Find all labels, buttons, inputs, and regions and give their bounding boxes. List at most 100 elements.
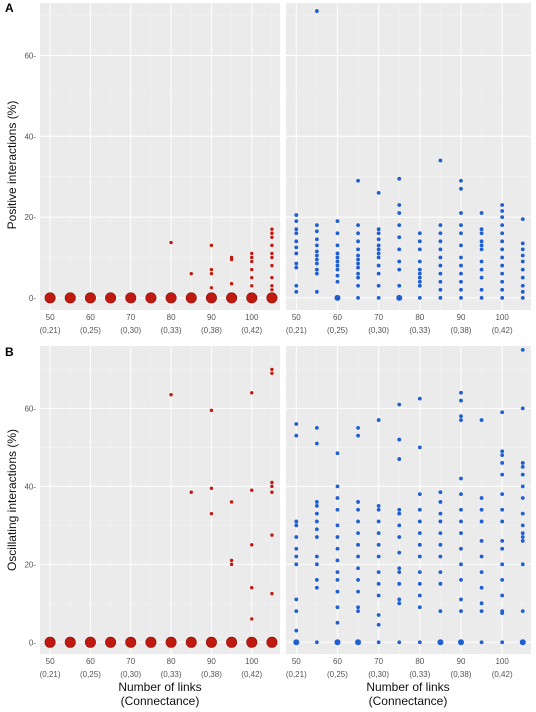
data-point bbox=[397, 507, 402, 512]
x-tick-label: 100 bbox=[245, 313, 259, 322]
data-point bbox=[376, 554, 381, 559]
data-point bbox=[356, 531, 360, 536]
data-point bbox=[335, 255, 340, 260]
data-point bbox=[314, 267, 319, 272]
data-point bbox=[376, 622, 381, 627]
data-point bbox=[397, 283, 402, 288]
data-point bbox=[376, 503, 381, 508]
data-point bbox=[417, 396, 422, 401]
data-point bbox=[314, 562, 319, 567]
data-point bbox=[314, 271, 319, 276]
data-point bbox=[459, 562, 463, 567]
data-point bbox=[250, 617, 254, 621]
data-point bbox=[438, 279, 443, 284]
data-point bbox=[397, 457, 402, 461]
data-point bbox=[335, 578, 340, 582]
data-point bbox=[185, 636, 197, 648]
data-point bbox=[270, 533, 274, 537]
data-point bbox=[376, 295, 381, 300]
data-point bbox=[270, 251, 274, 256]
data-point bbox=[270, 591, 274, 596]
data-point bbox=[314, 257, 319, 262]
data-point bbox=[397, 259, 402, 264]
data-point bbox=[500, 578, 505, 582]
data-point bbox=[397, 437, 402, 442]
connectance-tick-label: (0,25) bbox=[327, 326, 348, 335]
data-point bbox=[356, 519, 360, 524]
data-point bbox=[417, 605, 422, 610]
data-point bbox=[314, 511, 319, 516]
data-point bbox=[335, 279, 340, 284]
data-point bbox=[314, 243, 319, 248]
panel-b-left-points bbox=[44, 367, 278, 648]
data-point bbox=[314, 500, 319, 504]
data-point bbox=[417, 231, 422, 236]
x-tick-label: 90 bbox=[457, 313, 466, 322]
connectance-tick-label: (0,38) bbox=[451, 326, 472, 335]
data-point bbox=[479, 211, 484, 215]
data-point bbox=[356, 605, 360, 610]
data-point bbox=[520, 406, 525, 411]
data-point bbox=[459, 295, 463, 300]
x-axis-label-left-line1: Number of links bbox=[118, 680, 201, 694]
data-point bbox=[417, 640, 422, 645]
connectance-tick-label: (0,38) bbox=[201, 670, 222, 679]
y-tick-label: 40- bbox=[24, 132, 36, 141]
data-point bbox=[314, 441, 319, 446]
data-point bbox=[438, 158, 443, 163]
data-point bbox=[397, 402, 402, 407]
data-point bbox=[169, 240, 173, 245]
data-point bbox=[459, 390, 463, 395]
data-point bbox=[294, 422, 299, 426]
data-point bbox=[520, 539, 525, 543]
data-point bbox=[334, 294, 341, 301]
data-point bbox=[335, 605, 340, 610]
data-point bbox=[479, 227, 484, 232]
x-tick-label: 100 bbox=[495, 313, 509, 322]
data-point bbox=[314, 223, 319, 228]
data-point bbox=[397, 535, 402, 539]
data-point bbox=[417, 445, 422, 450]
data-point bbox=[417, 542, 422, 547]
data-point bbox=[270, 490, 274, 494]
data-point bbox=[270, 275, 274, 280]
data-point bbox=[397, 203, 402, 207]
y-tick-label: 0- bbox=[29, 638, 36, 647]
connectance-tick-label: (0,21) bbox=[40, 326, 61, 335]
data-point bbox=[479, 287, 484, 292]
data-point bbox=[314, 503, 319, 508]
x-tick-label: 50 bbox=[46, 657, 55, 666]
x-axis-label-left-line2: (Connectance) bbox=[121, 694, 200, 708]
data-point bbox=[376, 581, 381, 586]
data-point bbox=[335, 496, 340, 500]
data-point bbox=[397, 597, 402, 602]
data-point bbox=[500, 449, 505, 454]
data-point bbox=[356, 425, 360, 430]
data-point bbox=[294, 239, 299, 244]
data-point bbox=[417, 570, 422, 575]
x-tick-label: 60 bbox=[333, 657, 342, 666]
data-point bbox=[520, 283, 525, 288]
x-tick-label: 50 bbox=[292, 313, 301, 322]
data-point bbox=[459, 263, 463, 268]
data-point bbox=[500, 593, 505, 598]
data-point bbox=[417, 507, 422, 512]
data-point bbox=[459, 231, 463, 236]
data-point bbox=[356, 283, 360, 288]
data-point bbox=[520, 247, 525, 252]
data-point bbox=[417, 271, 422, 276]
connectance-tick-label: (0,30) bbox=[120, 326, 141, 335]
data-point bbox=[229, 500, 234, 504]
data-point bbox=[356, 265, 360, 270]
data-point bbox=[270, 288, 274, 292]
data-point bbox=[246, 292, 258, 304]
data-point bbox=[520, 289, 525, 294]
data-point bbox=[520, 496, 525, 500]
data-point bbox=[356, 253, 360, 258]
data-point bbox=[500, 215, 505, 219]
data-point bbox=[84, 636, 96, 648]
panel-b-left-x-ticks: 50 (0,21) 60 (0,25) 70 (0,30) 80 (0,33) 90 (0,38)… bbox=[40, 657, 263, 679]
data-point bbox=[500, 507, 505, 512]
data-point bbox=[438, 581, 443, 586]
data-point bbox=[438, 271, 443, 276]
